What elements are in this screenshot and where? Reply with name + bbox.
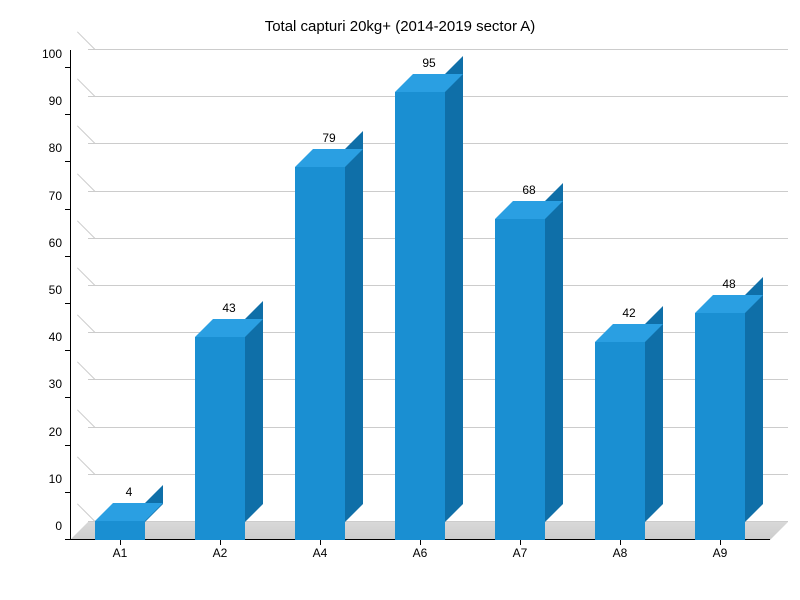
x-tick-mark (520, 540, 521, 545)
bar (695, 313, 745, 540)
y-tick-label: 20 (22, 425, 62, 439)
y-tick-label: 10 (22, 472, 62, 486)
bar-front (295, 167, 345, 540)
bar (395, 92, 445, 540)
x-tick-mark (420, 540, 421, 545)
y-tick-label: 60 (22, 236, 62, 250)
y-tick-label: 30 (22, 377, 62, 391)
bar-front (695, 313, 745, 540)
y-tick-label: 70 (22, 189, 62, 203)
y-tick-mark (65, 161, 70, 162)
y-tick-mark (65, 539, 70, 540)
bar (495, 219, 545, 540)
bar-value-label: 43 (179, 301, 279, 315)
bar-side (445, 56, 463, 522)
x-tick-mark (220, 540, 221, 545)
bar-side (545, 183, 563, 522)
bar-front (395, 92, 445, 540)
y-tick-mark (65, 303, 70, 304)
x-tick-label: A1 (113, 546, 128, 560)
plot-area: 0102030405060708090100 4437995684248 A1A… (70, 50, 770, 560)
y-tick-mark (65, 67, 70, 68)
bar (295, 167, 345, 540)
y-tick-mark (65, 350, 70, 351)
x-tick-label: A9 (713, 546, 728, 560)
x-tick-label: A2 (213, 546, 228, 560)
x-tick-mark (620, 540, 621, 545)
bar (95, 521, 145, 540)
chart-title: Total capturi 20kg+ (2014-2019 sector A) (0, 18, 800, 35)
bar-value-label: 79 (279, 131, 379, 145)
bar-side (345, 131, 363, 522)
x-tick-label: A4 (313, 546, 328, 560)
bar-front (595, 342, 645, 540)
y-axis-line (70, 50, 71, 540)
x-tick-label: A7 (513, 546, 528, 560)
y-tick-label: 90 (22, 94, 62, 108)
y-tick-label: 100 (22, 47, 62, 61)
bar-value-label: 48 (679, 277, 779, 291)
gridline (88, 49, 788, 50)
bar-value-label: 42 (579, 306, 679, 320)
bar-value-label: 95 (379, 56, 479, 70)
y-tick-label: 80 (22, 141, 62, 155)
y-tick-mark (65, 397, 70, 398)
bar-side (745, 277, 763, 522)
bar-front (195, 337, 245, 540)
bar (595, 342, 645, 540)
x-tick-mark (120, 540, 121, 545)
chart-container: Total capturi 20kg+ (2014-2019 sector A)… (0, 0, 800, 600)
y-tick-label: 50 (22, 283, 62, 297)
y-tick-label: 40 (22, 330, 62, 344)
y-tick-mark (65, 445, 70, 446)
bar-front (495, 219, 545, 540)
y-tick-mark (65, 114, 70, 115)
bar (195, 337, 245, 540)
y-tick-mark (65, 209, 70, 210)
x-tick-label: A6 (413, 546, 428, 560)
x-tick-label: A8 (613, 546, 628, 560)
x-tick-mark (320, 540, 321, 545)
bar-value-label: 68 (479, 183, 579, 197)
y-tick-mark (65, 256, 70, 257)
y-tick-mark (65, 492, 70, 493)
bar-front (95, 521, 145, 540)
y-tick-label: 0 (22, 519, 62, 533)
bar-value-label: 4 (79, 485, 179, 499)
x-tick-mark (720, 540, 721, 545)
